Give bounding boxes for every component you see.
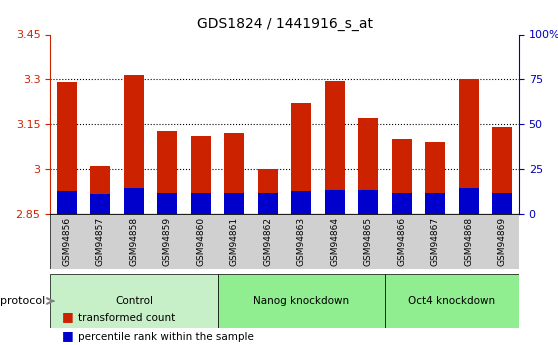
FancyBboxPatch shape — [50, 214, 519, 269]
Text: GSM94868: GSM94868 — [464, 217, 473, 266]
FancyBboxPatch shape — [50, 274, 218, 328]
Title: GDS1824 / 1441916_s_at: GDS1824 / 1441916_s_at — [196, 17, 373, 31]
FancyBboxPatch shape — [385, 274, 519, 328]
Bar — [258, 169, 278, 214]
Text: ■: ■ — [61, 328, 73, 342]
Text: Nanog knockdown: Nanog knockdown — [253, 296, 349, 306]
Text: GSM94860: GSM94860 — [196, 217, 205, 266]
Text: ■: ■ — [61, 309, 73, 323]
Bar — [157, 193, 177, 214]
Text: GSM94867: GSM94867 — [431, 217, 440, 266]
Bar — [425, 193, 445, 214]
Bar — [57, 191, 77, 214]
Text: Oct4 knockdown: Oct4 knockdown — [408, 296, 496, 306]
Bar — [258, 193, 278, 214]
Text: GSM94865: GSM94865 — [364, 217, 373, 266]
Bar — [124, 75, 144, 214]
Bar — [191, 136, 211, 214]
Bar — [459, 79, 479, 214]
Bar — [492, 193, 512, 214]
Bar — [358, 118, 378, 214]
Bar — [57, 82, 77, 214]
Text: transformed count: transformed count — [78, 313, 175, 323]
Bar — [291, 103, 311, 214]
Bar — [191, 193, 211, 214]
Text: GSM94857: GSM94857 — [96, 217, 105, 266]
Bar — [124, 188, 144, 214]
Bar — [90, 195, 110, 214]
Bar — [325, 190, 345, 214]
Text: GSM94861: GSM94861 — [230, 217, 239, 266]
Text: protocol: protocol — [1, 296, 46, 306]
Bar — [157, 131, 177, 214]
Bar — [425, 142, 445, 214]
Text: percentile rank within the sample: percentile rank within the sample — [78, 332, 254, 342]
FancyBboxPatch shape — [218, 274, 385, 328]
Bar — [492, 127, 512, 214]
Text: GSM94859: GSM94859 — [163, 217, 172, 266]
Bar — [224, 133, 244, 214]
Bar — [392, 139, 412, 214]
Bar — [325, 81, 345, 214]
Text: GSM94864: GSM94864 — [330, 217, 339, 266]
Bar — [90, 166, 110, 214]
Text: GSM94863: GSM94863 — [297, 217, 306, 266]
Bar — [358, 190, 378, 214]
Text: GSM94866: GSM94866 — [397, 217, 406, 266]
Bar — [392, 193, 412, 214]
Bar — [459, 188, 479, 214]
Bar — [224, 193, 244, 214]
Text: GSM94869: GSM94869 — [498, 217, 507, 266]
Text: Control: Control — [115, 296, 153, 306]
Text: GSM94856: GSM94856 — [62, 217, 71, 266]
Bar — [291, 191, 311, 214]
Text: GSM94862: GSM94862 — [263, 217, 272, 266]
Text: GSM94858: GSM94858 — [129, 217, 138, 266]
